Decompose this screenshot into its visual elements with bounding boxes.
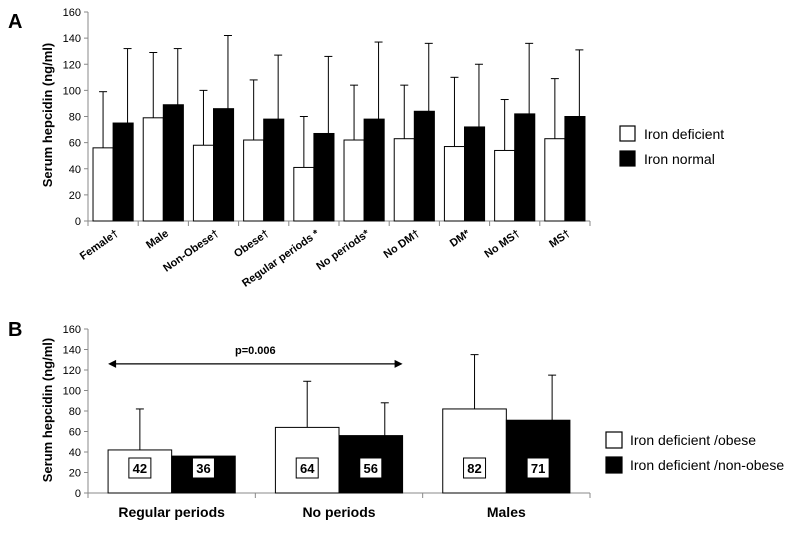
panel-b-y-tick-label: 20	[69, 468, 81, 480]
panel-a-category-label-no-dm: No DM†	[382, 228, 422, 261]
panel-a-bar-iron-normal-female	[112, 122, 134, 222]
panel-a-bar-iron-normal-ms	[564, 116, 586, 222]
panel-b-bar-iron-deficient-non-obese-males	[505, 419, 571, 494]
legend-label-iron-deficient-non-obese: Iron deficient /non-obese	[630, 457, 784, 473]
panel-b-plot: 0 20 40 60 80 100 120 140 160 42 36 Regular periods…	[63, 324, 591, 520]
panel-a-y-tick-label: 60	[69, 138, 81, 150]
panel-a-legend: Iron deficient Iron normal	[619, 125, 724, 167]
panel-a-bar-iron-normal-male	[162, 104, 184, 222]
panel-b-y-tick-label: 120	[63, 365, 81, 377]
panel-a-y-tick-label: 20	[69, 190, 81, 202]
panel-a-y-tick-label: 100	[63, 85, 81, 97]
panel-a-y-tick-label: 0	[75, 216, 81, 228]
legend-swatch-iron-deficient-non-obese	[605, 456, 623, 474]
panel-a-category-label-obese: Obese†	[232, 228, 271, 261]
panel-b-data-label-iron-deficient-non-obese-no-periods: 56	[364, 461, 378, 476]
panel-b-data-label-box-iron-deficient-obese-no-periods	[295, 457, 319, 479]
panel-b-data-label-iron-deficient-obese-no-periods: 64	[300, 461, 315, 476]
panel-b-y-axis-label: Serum hepcidin (ng/ml)	[40, 338, 55, 482]
panel-b-category-label-no-periods: No periods	[302, 504, 375, 520]
panel-a-bar-iron-deficient-no-dm	[393, 138, 415, 222]
panel-a-bar-iron-deficient-regular-periods	[293, 166, 315, 222]
panel-b-letter: B	[8, 319, 22, 341]
panel-a-category-label-female: Female†	[78, 228, 121, 263]
panel-a-letter: A	[8, 11, 22, 33]
panel-a-bar-iron-deficient-dm	[443, 146, 466, 222]
panel-b-data-label-box-iron-deficient-non-obese-males	[526, 457, 550, 479]
panel-b-y-tick-label: 80	[69, 406, 81, 418]
panel-b-y-tick-label: 100	[63, 386, 81, 398]
panel-b-y-tick-label: 140	[63, 345, 81, 357]
panel-a-bar-iron-normal-no-dm	[413, 110, 435, 222]
panel-a-bar-iron-normal-obese	[263, 118, 285, 222]
panel-b-annotation-arrow-left	[108, 359, 117, 368]
panel-a-y-tick-label: 160	[63, 7, 81, 19]
panel-a-y-tick-label: 140	[63, 33, 81, 45]
panel-a-bar-iron-deficient-ms	[544, 138, 566, 222]
panel-a-category-label-no-periods: No periods*	[314, 227, 372, 273]
panel-a-y-tick-label: 40	[69, 164, 81, 176]
legend-swatch-iron-deficient	[619, 125, 636, 142]
panel-a-bar-iron-normal-no-periods	[363, 118, 385, 222]
panel-a-bar-iron-deficient-no-periods	[343, 139, 365, 222]
panel-a-category-label-male: Male	[144, 228, 171, 252]
legend-label-iron-normal: Iron normal	[644, 151, 715, 167]
panel-b-data-label-box-iron-deficient-non-obese-regular-periods	[191, 457, 215, 479]
panel-b-data-label-iron-deficient-non-obese-males: 71	[531, 461, 545, 476]
panel-a-y-tick-label: 120	[63, 59, 81, 71]
panel-b-data-label-iron-deficient-obese-males: 82	[467, 461, 481, 476]
panel-a-bar-iron-deficient-female	[92, 147, 114, 222]
panel-a-bar-iron-deficient-male	[142, 117, 164, 222]
panel-a-category-label-non-obese: Non-Obese†	[161, 228, 221, 275]
panel-b-data-label-iron-deficient-non-obese-regular-periods: 36	[196, 461, 210, 476]
panel-a-bar-iron-normal-no-ms	[514, 113, 536, 222]
panel-a-bar-iron-deficient-non-obese	[192, 144, 214, 222]
legend-label-iron-deficient: Iron deficient	[644, 126, 724, 142]
panel-b-data-label-box-iron-deficient-non-obese-no-periods	[359, 457, 383, 479]
panel-a-y-tick-label: 80	[69, 112, 81, 124]
panel-a-bar-iron-normal-dm	[464, 126, 486, 222]
panel-a-bar-iron-deficient-obese	[243, 139, 265, 222]
panel-a-bar-iron-deficient-no-ms	[494, 149, 516, 222]
panel-a-bar-iron-normal-non-obese	[213, 108, 235, 222]
panel-a-plot: 0 20 40 60 80 100 120 140 160 Female† MaleNon-Obes…	[63, 7, 591, 290]
legend-label-iron-deficient-obese: Iron deficient /obese	[630, 432, 756, 448]
panel-b-y-tick-label: 0	[75, 488, 81, 500]
panel-b-y-tick-label: 60	[69, 427, 81, 439]
panel-b-category-label-regular-periods: Regular periods	[118, 504, 225, 520]
panel-b-annotation-text: p=0.006	[235, 345, 276, 357]
legend-swatch-iron-normal	[619, 150, 636, 167]
panel-b-data-label-box-iron-deficient-obese-regular-periods	[128, 457, 152, 479]
panel-b-data-label-iron-deficient-obese-regular-periods: 42	[133, 461, 147, 476]
panel-b-y-tick-label: 40	[69, 447, 81, 459]
panel-b-category-label-males: Males	[487, 504, 526, 520]
legend-swatch-iron-deficient-obese	[605, 431, 623, 449]
panel-a-category-label-ms: MS†	[547, 228, 572, 251]
panel-b-bar-iron-deficient-obese-males	[442, 408, 507, 494]
panel-a-category-label-no-ms: No MS†	[482, 228, 522, 261]
panel-b-y-tick-label: 160	[63, 324, 81, 336]
panel-b-annotation-arrow-right	[394, 359, 403, 368]
panel-b-data-label-box-iron-deficient-obese-males	[463, 457, 487, 479]
panel-a-bar-iron-normal-regular-periods	[313, 132, 335, 222]
panel-a-y-axis-label: Serum hepcidin (ng/ml)	[40, 43, 55, 187]
panel-a-category-label-dm: DM*	[448, 227, 473, 250]
panel-b-legend: Iron deficient /obese Iron deficient /no…	[605, 431, 784, 474]
